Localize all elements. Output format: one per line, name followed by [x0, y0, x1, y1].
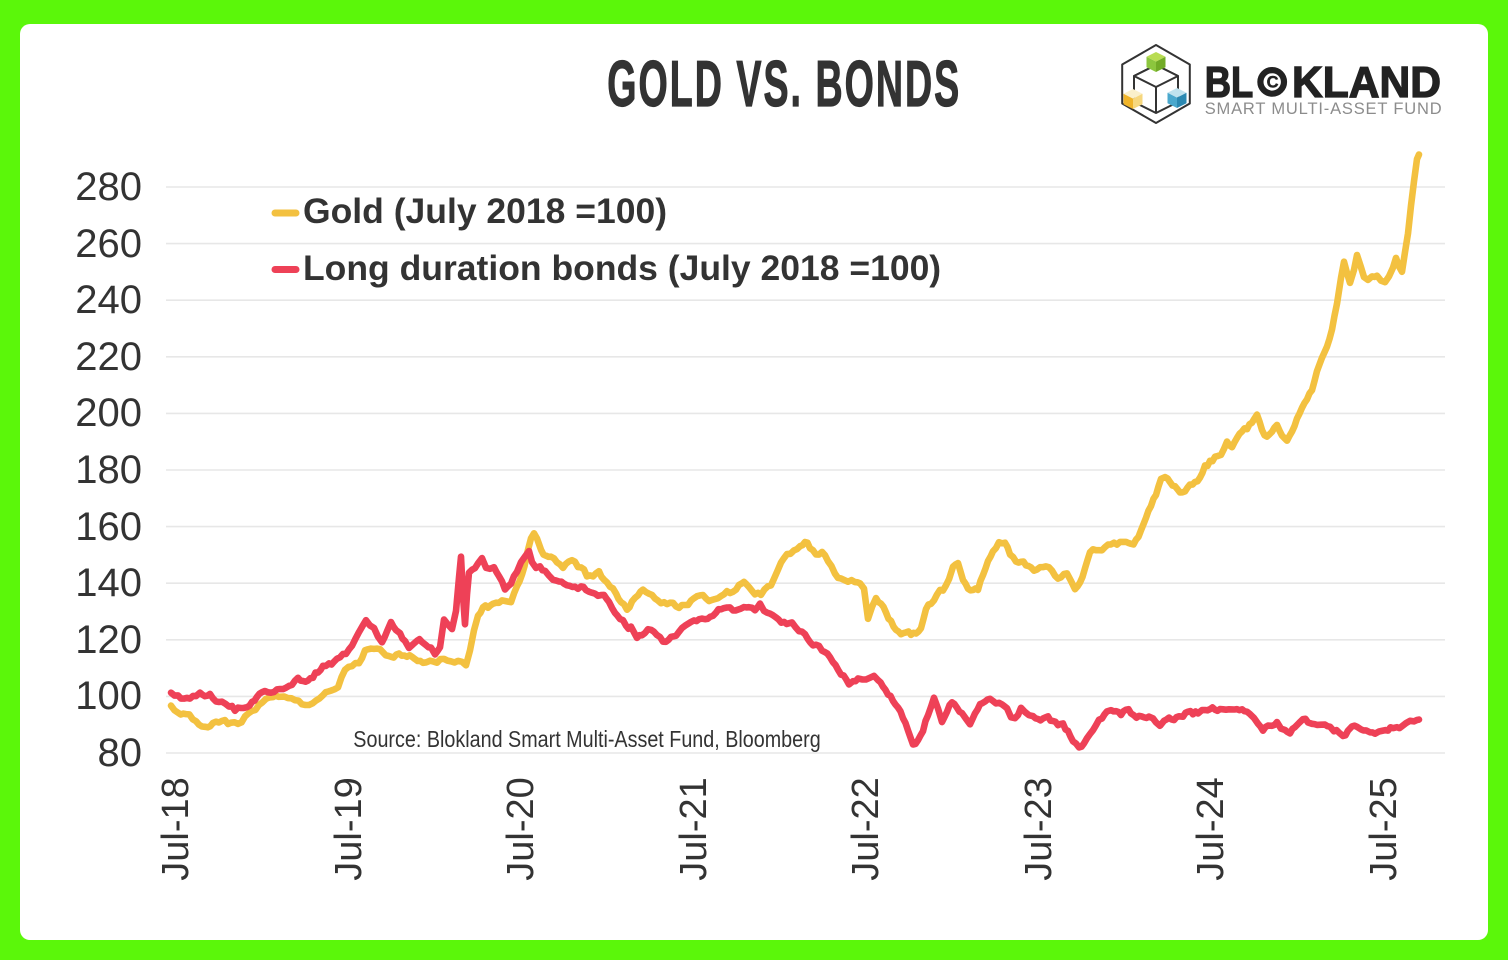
- svg-text:C: C: [1267, 74, 1279, 92]
- svg-text:BL: BL: [1205, 59, 1254, 107]
- svg-text:KLAND: KLAND: [1292, 59, 1441, 107]
- svg-text:SMART MULTI-ASSET FUND: SMART MULTI-ASSET FUND: [1205, 100, 1442, 118]
